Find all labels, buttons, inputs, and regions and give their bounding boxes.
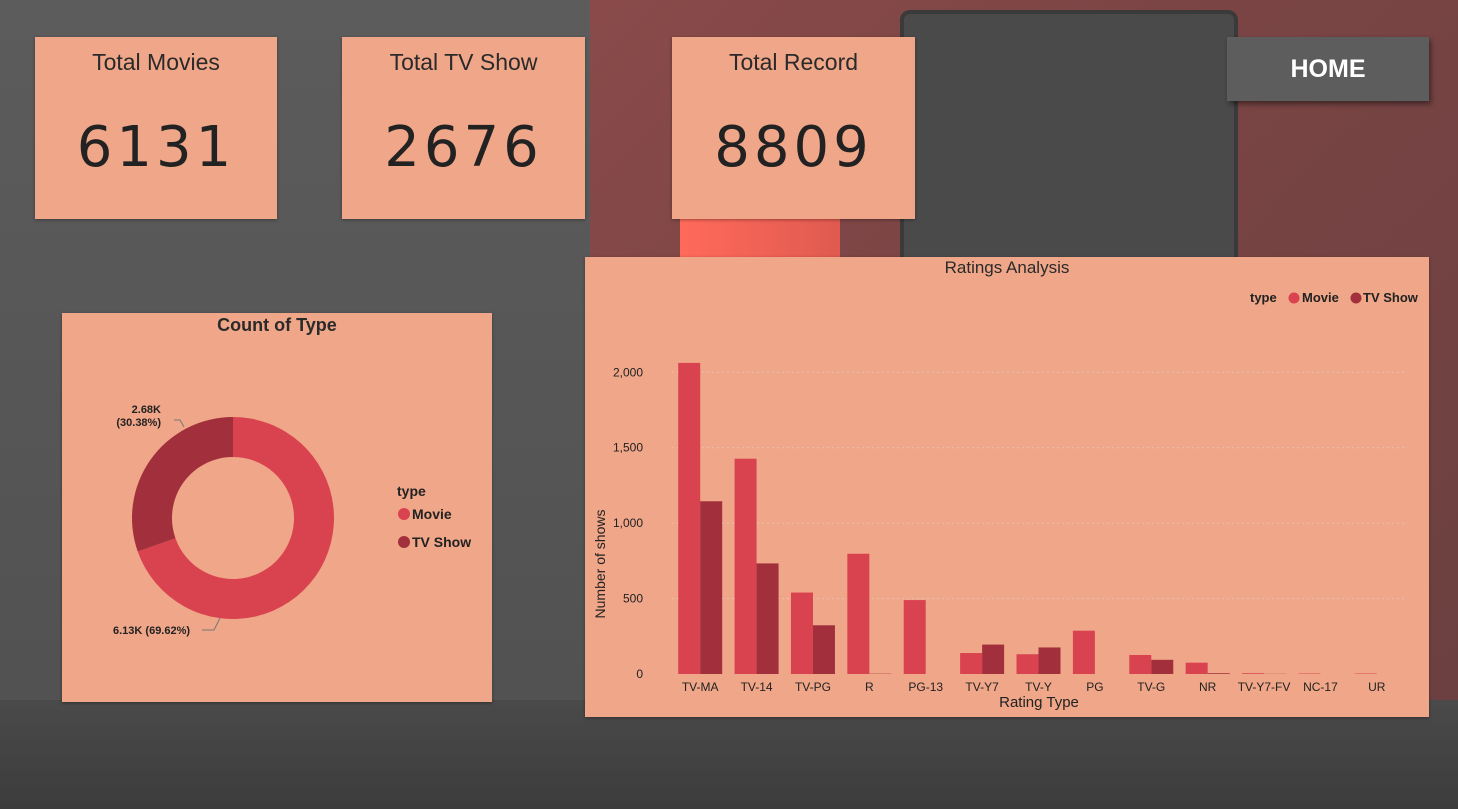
- x-tick-label: PG-13: [908, 680, 943, 694]
- legend-marker-tv-show: [398, 536, 410, 548]
- kpi-card-total-movies: Total Movies 6131: [35, 37, 277, 219]
- bar-tv-show-tv-ma[interactable]: [700, 501, 723, 674]
- x-tick-label: TV-MA: [682, 680, 719, 694]
- bar-chart-title: Ratings Analysis: [945, 258, 1070, 277]
- donut-label-movie: 6.13K (69.62%): [113, 625, 190, 637]
- x-tick-label: PG: [1086, 680, 1103, 694]
- kpi-title: Total TV Show: [389, 49, 538, 75]
- x-tick-label: R: [865, 680, 874, 694]
- bar-tv-show-tv-14[interactable]: [756, 563, 779, 674]
- kpi-card-total-record: Total Record 8809: [672, 37, 915, 219]
- y-axis-ticks: 0 500 1,000 1,500 2,000: [613, 365, 643, 681]
- donut-legend-title: type: [397, 483, 426, 499]
- bar-movie-tv-y7-fv[interactable]: [1242, 673, 1265, 674]
- kpi-value: 8809: [714, 115, 873, 180]
- x-tick-label: TV-Y: [1025, 680, 1052, 694]
- legend-item-tv-show[interactable]: TV Show: [412, 534, 471, 550]
- y-tick-label: 0: [636, 667, 643, 681]
- bar-movie-r[interactable]: [847, 553, 870, 674]
- legend-item-movie[interactable]: Movie: [412, 506, 452, 522]
- donut-label-tv-show-value: 2.68K: [132, 404, 161, 416]
- bar-legend-item-tv-show[interactable]: TV Show: [1363, 290, 1419, 305]
- bar-tv-show-tv-y7[interactable]: [982, 644, 1005, 674]
- kpi-card-total-tv-show: Total TV Show 2676: [342, 37, 585, 219]
- y-tick-label: 2,000: [613, 365, 643, 379]
- bar-movie-tv-g[interactable]: [1129, 654, 1152, 674]
- bar-legend-item-movie[interactable]: Movie: [1302, 290, 1339, 305]
- leader-line-movie: [202, 617, 221, 631]
- x-tick-label: TV-G: [1137, 680, 1165, 694]
- y-tick-label: 1,500: [613, 441, 643, 455]
- bar-chart: Ratings Analysis type Movie TV Show Numb…: [592, 258, 1419, 711]
- bar-legend-title: type: [1250, 290, 1277, 305]
- bar-movie-pg[interactable]: [1072, 630, 1095, 674]
- y-tick-label: 500: [623, 592, 643, 606]
- donut-label-tv-show-pct: (30.38%): [116, 417, 161, 429]
- bar-tv-show-tv-pg[interactable]: [812, 625, 835, 674]
- legend-marker-tv-show: [1350, 292, 1362, 304]
- bar-movie-tv-y[interactable]: [1016, 654, 1039, 674]
- leader-line-tv-show: [174, 419, 185, 428]
- x-axis-title: Rating Type: [999, 694, 1079, 711]
- x-tick-label: TV-Y7: [965, 680, 999, 694]
- x-tick-label: TV-14: [741, 680, 773, 694]
- x-tick-label: UR: [1368, 680, 1386, 694]
- bar-tv-show-tv-y[interactable]: [1038, 647, 1061, 674]
- bar-movie-pg-13[interactable]: [903, 600, 926, 674]
- kpi-value: 6131: [76, 115, 236, 180]
- x-tick-label: TV-Y7-FV: [1238, 680, 1291, 694]
- bar-series: [678, 362, 1377, 674]
- donut-slice-tv-show[interactable]: [132, 417, 233, 552]
- donut-chart: Count of Type 2.68K (30.38%) 6.13K (69.6…: [113, 315, 471, 637]
- legend-marker-movie: [398, 508, 410, 520]
- donut-slice-movie[interactable]: [137, 417, 334, 619]
- bar-movie-tv-ma[interactable]: [678, 362, 701, 674]
- bar-movie-nr[interactable]: [1185, 662, 1208, 674]
- kpi-value: 2676: [384, 115, 543, 180]
- bar-movie-tv-14[interactable]: [734, 458, 757, 674]
- bar-gridlines: [672, 371, 1405, 600]
- bar-movie-tv-pg[interactable]: [790, 592, 813, 674]
- bar-tv-show-tv-g[interactable]: [1151, 659, 1174, 674]
- donut-slices: [132, 417, 334, 619]
- y-axis-title: Number of shows: [592, 510, 608, 619]
- y-tick-label: 1,000: [613, 516, 643, 530]
- x-tick-label: NR: [1199, 680, 1217, 694]
- x-tick-label: TV-PG: [795, 680, 831, 694]
- donut-chart-card: Count of Type 2.68K (30.38%) 6.13K (69.6…: [62, 313, 492, 702]
- home-button[interactable]: HOME: [1227, 37, 1429, 101]
- kpi-title: Total Movies: [92, 49, 220, 75]
- bar-chart-card: Ratings Analysis type Movie TV Show Numb…: [585, 257, 1429, 717]
- bar-tv-show-nr[interactable]: [1207, 673, 1230, 674]
- x-tick-label: NC-17: [1303, 680, 1338, 694]
- donut-title: Count of Type: [217, 315, 337, 335]
- kpi-title: Total Record: [728, 49, 859, 75]
- bar-movie-tv-y7[interactable]: [960, 653, 983, 674]
- legend-marker-movie: [1288, 292, 1300, 304]
- x-axis-ticks: TV-MA TV-14 TV-PG R PG-13 TV-Y7 TV-Y PG TV-G NR TV…: [682, 680, 1386, 694]
